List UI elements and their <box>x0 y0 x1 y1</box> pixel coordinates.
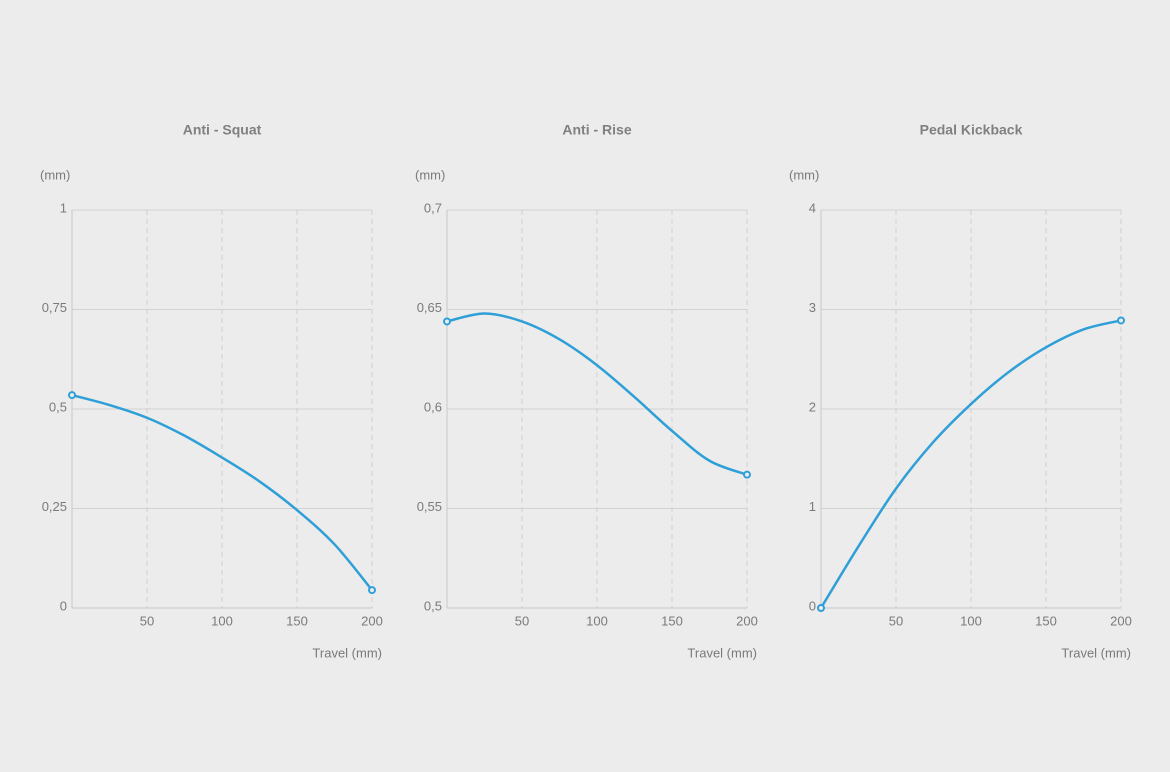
chart-title: Anti - Squat <box>183 122 262 138</box>
line <box>446 312 748 476</box>
end-point <box>68 391 76 400</box>
y-tick-label: 0,6 <box>424 399 442 414</box>
chart-title: Anti - Rise <box>562 122 631 138</box>
x-tick-label: 50 <box>140 613 154 628</box>
end-point <box>1117 316 1125 325</box>
x-tick-label: 200 <box>1110 613 1132 628</box>
x-tick-label: 150 <box>1035 613 1057 628</box>
end-point <box>743 470 751 479</box>
y-tick-label: 0,65 <box>417 300 442 315</box>
x-axis-label: Travel (mm) <box>687 645 757 660</box>
line <box>819 319 1122 609</box>
y-tick-label: 1 <box>809 499 816 514</box>
line <box>71 393 373 591</box>
x-axis-label: Travel (mm) <box>312 645 382 660</box>
y-tick-label: 0,5 <box>424 598 442 613</box>
y-tick-label: 1 <box>60 200 67 215</box>
y-axis-label: (mm) <box>40 167 70 182</box>
y-axis-label: (mm) <box>789 167 819 182</box>
x-tick-label: 50 <box>515 613 529 628</box>
x-tick-label: 200 <box>736 613 758 628</box>
x-tick-label: 100 <box>586 613 608 628</box>
y-tick-label: 3 <box>809 300 816 315</box>
x-axis-label: Travel (mm) <box>1061 645 1131 660</box>
x-tick-label: 100 <box>960 613 982 628</box>
y-tick-label: 0 <box>60 598 67 613</box>
y-axis-label: (mm) <box>415 167 445 182</box>
y-tick-label: 2 <box>809 399 816 414</box>
y-tick-label: 4 <box>809 200 816 215</box>
y-tick-label: 0,7 <box>424 200 442 215</box>
end-point <box>817 604 825 612</box>
chart-title: Pedal Kickback <box>920 122 1023 138</box>
x-tick-label: 150 <box>661 613 683 628</box>
x-tick-label: 50 <box>889 613 903 628</box>
x-tick-label: 100 <box>211 613 233 628</box>
y-tick-label: 0 <box>809 598 816 613</box>
y-tick-label: 0,75 <box>42 300 67 315</box>
y-tick-label: 0,55 <box>417 499 442 514</box>
x-tick-label: 200 <box>361 613 383 628</box>
end-point <box>368 586 376 595</box>
y-tick-label: 0,5 <box>49 399 67 414</box>
end-point <box>443 317 451 326</box>
y-tick-label: 0,25 <box>42 499 67 514</box>
x-tick-label: 150 <box>286 613 308 628</box>
